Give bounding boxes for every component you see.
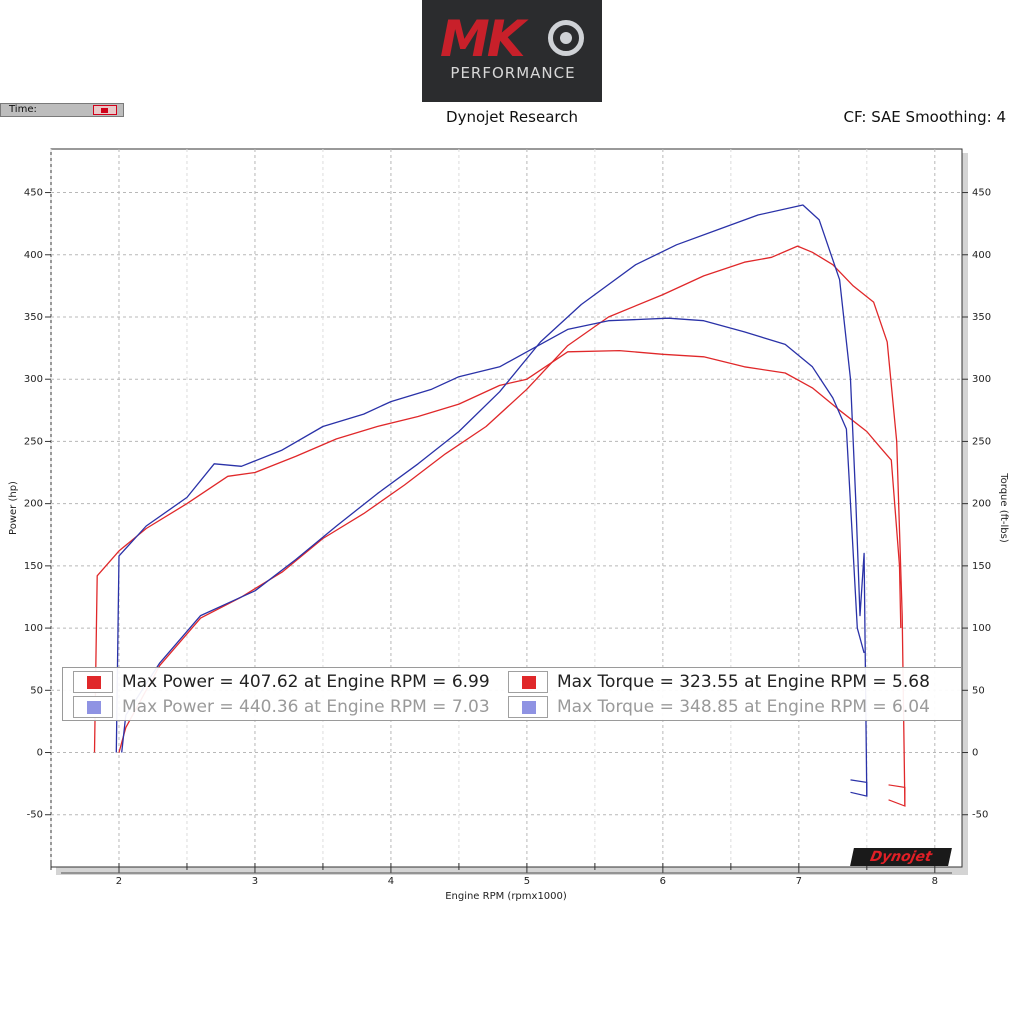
x-axis: 2 3 4 5 6 7 8 [50,863,952,887]
legend-text: Max Torque = 348.85 at Engine RPM = 6.04 [557,697,930,717]
legend-swatch-icon [73,696,113,718]
y-tick-label: 350 [24,312,43,323]
y-tick-label: 450 [24,188,43,199]
y-tick-label: -50 [27,810,43,821]
logo-performance-text: PERFORMANCE [450,64,576,82]
time-label: Time: [9,104,37,115]
time-slider[interactable]: Time: [0,103,124,117]
y-axis-right-label: Torque (ft-lbs) [998,472,1009,543]
turbo-logo-icon [548,20,584,56]
y-axis-right: 450 400 350 300 250 200 150 100 50 0 -50 [962,188,991,821]
series-tail-blue [850,779,868,797]
legend-text: Max Power = 407.62 at Engine RPM = 6.99 [122,672,490,692]
x-tick-label: 6 [660,876,666,887]
series-line-2 [115,317,865,753]
y-tick-label: 300 [972,374,991,385]
y-tick-label: 400 [972,250,991,261]
y-tick-label: 200 [972,499,991,510]
x-tick-label: 7 [796,876,802,887]
y-tick-label: 150 [24,561,43,572]
y-tick-label: 100 [24,623,43,634]
y-tick-label: 0 [37,748,43,759]
legend-swatch-icon [508,696,548,718]
chart-header-title: Dynojet Research [446,108,578,126]
series-tail-red [888,784,906,807]
x-tick-label: 4 [388,876,394,887]
series-line-1 [118,245,906,807]
y-axis-left-label: Power (hp) [8,481,19,535]
y-tick-label: 350 [972,312,991,323]
y-tick-label: 150 [972,561,991,572]
time-slider-thumb[interactable] [93,105,117,115]
x-tick-label: 2 [116,876,122,887]
x-tick-label: 5 [524,876,530,887]
y-tick-label: 200 [24,499,43,510]
y-tick-label: 100 [972,623,991,634]
x-tick-label: 8 [932,876,938,887]
y-tick-label: 400 [24,250,43,261]
x-tick-label: 3 [252,876,258,887]
y-tick-label: 250 [972,436,991,447]
legend: Max Power = 407.62 at Engine RPM = 6.99 … [62,667,962,721]
logo-mk-text: MK [440,10,525,68]
legend-text: Max Power = 440.36 at Engine RPM = 7.03 [122,697,490,717]
y-tick-label: 50 [972,685,985,696]
series-line-0 [93,349,902,753]
legend-text: Max Torque = 323.55 at Engine RPM = 5.68 [557,672,930,692]
y-tick-label: 250 [24,436,43,447]
legend-swatch-icon [73,671,113,693]
y-tick-label: -50 [972,810,988,821]
dynojet-brand-logo: Dynojet [850,848,952,866]
y-tick-label: 300 [24,374,43,385]
y-tick-label: 450 [972,188,991,199]
y-tick-label: 50 [30,685,43,696]
series-lines [93,204,906,807]
y-tick-label: 0 [972,748,978,759]
plot-area [50,148,963,868]
x-axis-label: Engine RPM (rpmx1000) [445,891,567,902]
mk-performance-logo: MK PERFORMANCE [422,0,602,102]
y-axis-left: 450 400 350 300 250 200 150 100 50 0 -50 [24,188,51,821]
legend-swatch-icon [508,671,548,693]
chart-settings-label: CF: SAE Smoothing: 4 [843,108,1006,126]
series-line-3 [121,204,868,797]
